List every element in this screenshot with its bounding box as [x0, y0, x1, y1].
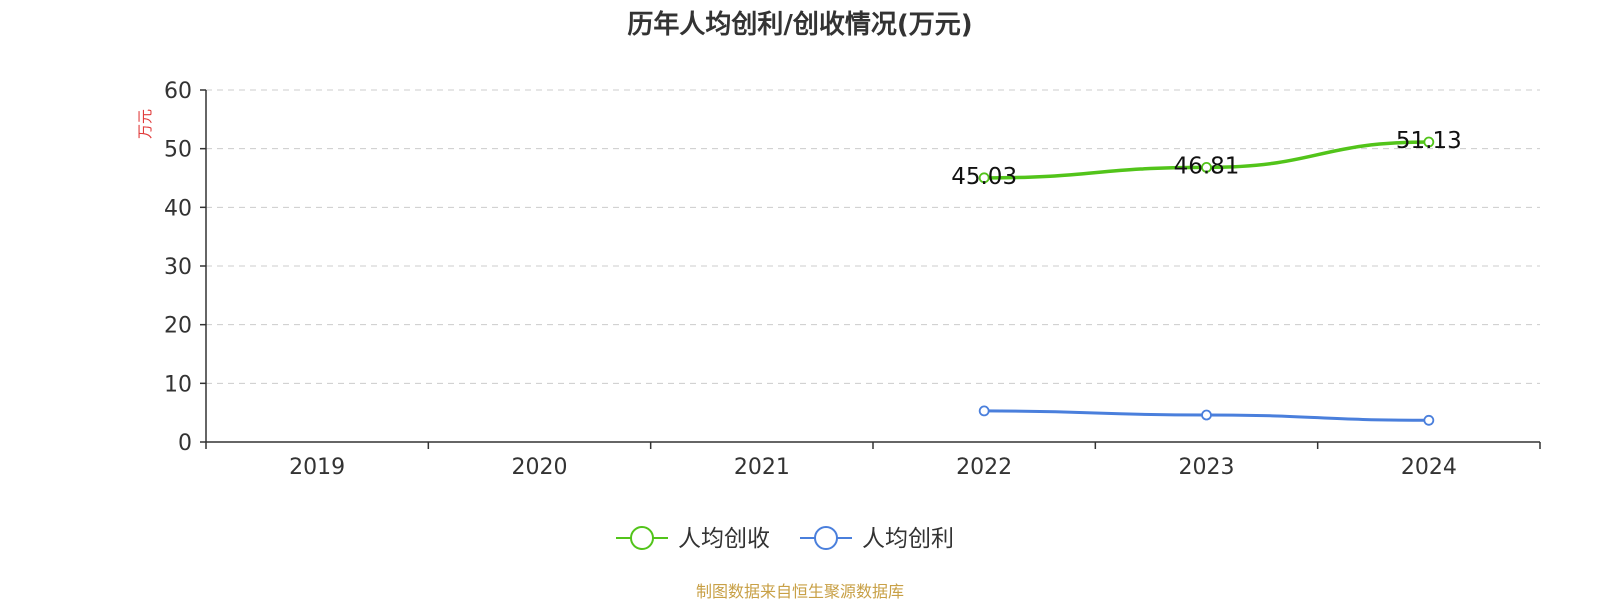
y-tick-label: 20: [164, 314, 192, 339]
data-label: 46.81: [1174, 153, 1240, 179]
data-point: [1423, 414, 1435, 426]
y-tick-label: 30: [164, 255, 192, 280]
data-point: [1423, 136, 1435, 148]
data-labels: 45.03 46.81 51.13: [951, 128, 1462, 190]
data-point: [1201, 161, 1212, 173]
x-tick-label: 2020: [512, 455, 568, 480]
series-layer: [978, 136, 1435, 426]
legend-marker-icon: [630, 526, 654, 550]
data-label: 45.03: [951, 164, 1017, 190]
y-tick-label: 60: [164, 79, 192, 104]
axes: 0 10 20 30 40 50 60 2019 2020 2021 2022 2023 2024: [164, 79, 1541, 480]
y-tick-label: 50: [164, 138, 192, 163]
legend[interactable]: 人均创收 人均创利: [616, 526, 954, 552]
legend-label: 人均创利: [862, 526, 954, 552]
grid-lines: [206, 89, 1540, 384]
x-tick-label: 2021: [734, 455, 790, 480]
legend-item[interactable]: 人均创利: [800, 526, 954, 552]
legend-item[interactable]: 人均创收: [616, 526, 770, 552]
data-source-note: 制图数据来自恒生聚源数据库: [695, 582, 904, 601]
data-point: [978, 172, 990, 184]
x-tick-label: 2022: [956, 455, 1012, 480]
data-point: [978, 405, 990, 417]
chart-title: 历年人均创利/创收情况(万元): [627, 10, 973, 40]
legend-marker-icon: [814, 526, 838, 550]
y-axis-label: 万元: [136, 109, 154, 139]
y-tick-label: 10: [164, 372, 192, 397]
x-tick-label: 2023: [1179, 455, 1235, 480]
y-tick-label: 40: [164, 196, 192, 221]
y-tick-label: 0: [178, 431, 192, 456]
x-tick-label: 2019: [289, 455, 345, 480]
legend-label: 人均创收: [678, 526, 770, 552]
data-point: [1201, 409, 1212, 421]
data-label: 51.13: [1396, 128, 1462, 154]
x-tick-label: 2024: [1401, 455, 1457, 480]
